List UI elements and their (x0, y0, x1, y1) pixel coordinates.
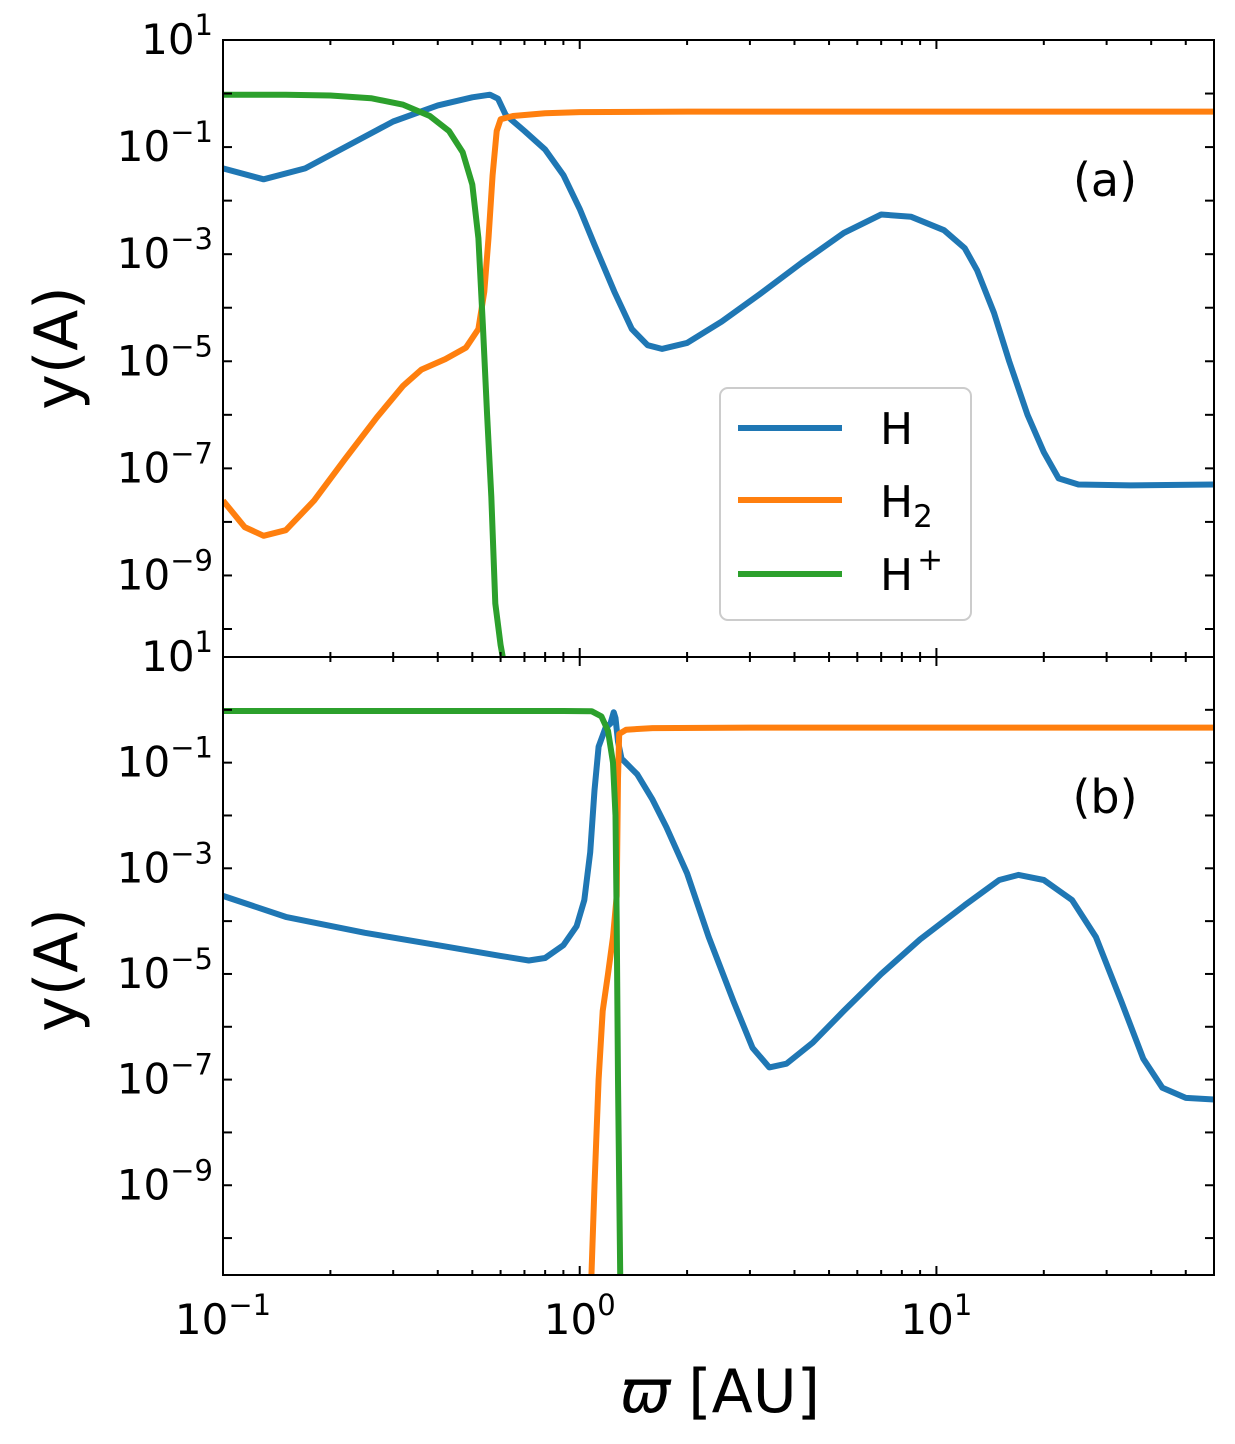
legend-label-hplus: H + (880, 542, 943, 601)
y-tick-label: 10−5 (117, 942, 213, 998)
panel-b-label: (b) (1072, 770, 1137, 824)
panel-b-ticks (222, 656, 1215, 1275)
legend-frame (719, 387, 972, 621)
x-axis-title: ϖ [AU] (620, 1357, 820, 1427)
x-tick-label: 10−1 (175, 1288, 271, 1344)
legend-entry-h: H (738, 404, 913, 455)
legend: H H2 H + (719, 387, 972, 621)
curve-h (223, 91, 1214, 489)
curve-hplus (223, 708, 624, 1275)
x-tick-label: 101 (900, 1288, 972, 1344)
y-tick-label: 101 (141, 625, 213, 681)
y-tick-label: 10−9 (117, 1153, 213, 1209)
y-tick-label: 10−1 (117, 115, 213, 171)
legend-entry-hplus: H + (738, 542, 943, 601)
x-tick-label: 100 (544, 1288, 616, 1344)
y-tick-label: 10−7 (117, 1048, 213, 1104)
legend-label-h2: H2 (880, 477, 933, 535)
panel-a-y-tick-labels: 101 10−1 10−3 10−5 10−7 10−9 (117, 8, 213, 600)
curve-h2 (223, 108, 1214, 539)
panel-b-x-tick-labels: 10−1 100 101 (175, 1288, 972, 1344)
panel-b-y-axis-title: y(A) (22, 908, 92, 1031)
panel-a-y-axis-title: y(A) (22, 286, 92, 409)
panel-b-curves (223, 708, 1214, 1275)
panel-b-y-tick-labels: 101 10−1 10−3 10−5 10−7 10−9 (117, 625, 213, 1209)
panel-a-label: (a) (1073, 153, 1137, 207)
y-tick-label: 10−1 (117, 731, 213, 787)
panel-b-frame (222, 656, 1215, 1276)
curve-hplus (223, 91, 506, 657)
legend-label-h: H (880, 404, 913, 455)
y-tick-label: 10−3 (117, 836, 213, 892)
panel-a: 101 10−1 10−3 10−5 10−7 10−9 (a) y(A) H H2 H + (22, 8, 1215, 658)
curve-h (223, 709, 1214, 1103)
y-tick-label: 10−3 (117, 222, 213, 278)
y-tick-label: 101 (141, 8, 213, 64)
y-tick-label: 10−7 (117, 436, 213, 492)
panel-b: 101 10−1 10−3 10−5 10−7 10−9 10−1 100 101 (b) y… (22, 625, 1215, 1427)
legend-entry-h2: H2 (738, 477, 933, 535)
y-tick-label: 10−5 (117, 329, 213, 385)
panel-a-curves (223, 91, 1214, 657)
y-tick-label: 10−9 (117, 544, 213, 600)
